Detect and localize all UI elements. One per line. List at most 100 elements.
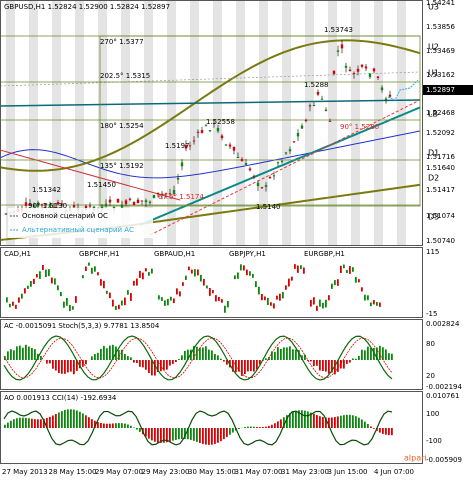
ao-bar xyxy=(163,428,165,443)
candle-body xyxy=(284,152,288,154)
candle-body xyxy=(24,202,28,206)
mini-candle xyxy=(136,278,138,286)
ao-bar xyxy=(253,426,255,428)
price-label: 1.51074 xyxy=(426,212,455,220)
ao-bar xyxy=(154,428,156,442)
axis-label: 20 xyxy=(426,372,435,380)
ao-bar xyxy=(136,428,138,430)
ac-bar xyxy=(265,358,267,360)
ac-bar xyxy=(295,349,297,360)
mini-candle xyxy=(130,292,132,301)
mini-candle xyxy=(303,267,305,274)
ao-cci-panel xyxy=(0,391,423,464)
mini-candle xyxy=(331,283,333,289)
ao-bar xyxy=(319,416,321,428)
axis-label: 0.010761 xyxy=(426,392,459,400)
ao-bar xyxy=(106,423,108,428)
ao-bar xyxy=(16,418,18,428)
mini-candle xyxy=(30,281,32,287)
annotation: 270° 1.5377 xyxy=(100,38,144,46)
annotation: 90° 1.5130 xyxy=(28,202,67,210)
time-label: 28 May 15:00 xyxy=(49,468,97,476)
mini-candle xyxy=(179,291,181,297)
mini-candle xyxy=(310,299,312,307)
ac-bar xyxy=(268,357,270,360)
candle-body xyxy=(288,149,292,152)
candle-body xyxy=(28,204,32,206)
ao-bar xyxy=(382,428,384,434)
candle-body xyxy=(180,162,184,167)
ac-bar xyxy=(130,357,132,360)
indicator-title: AO 0.001913 CCI(14) -192.6934 xyxy=(4,394,117,402)
ao-bar xyxy=(367,424,369,428)
ao-bar xyxy=(205,428,207,445)
ao-bar xyxy=(310,412,312,428)
session-stripe xyxy=(259,1,268,245)
mini-candle xyxy=(346,269,348,274)
ac-bar xyxy=(19,345,21,360)
mini-candle xyxy=(349,266,351,274)
candle-body xyxy=(120,204,124,208)
candle-body xyxy=(300,125,304,129)
mini-candle xyxy=(45,269,47,277)
candle-body xyxy=(384,98,388,100)
mini-candle xyxy=(334,280,336,286)
mini-candle xyxy=(282,291,284,299)
ao-bar xyxy=(286,415,288,428)
candle-body xyxy=(332,70,336,74)
current-price: 1.52897 xyxy=(426,86,455,94)
mini-candle xyxy=(367,295,369,301)
axis-label: 80 xyxy=(426,340,435,348)
mini-candle xyxy=(240,264,242,271)
ac-bar xyxy=(91,356,93,360)
mini-candle xyxy=(115,305,117,310)
annotation: 1.5140 xyxy=(256,203,281,211)
ao-bar xyxy=(172,428,174,441)
session-stripe xyxy=(144,1,153,245)
mini-candle xyxy=(237,272,239,279)
candle-body xyxy=(40,204,44,206)
ac-bar xyxy=(316,360,318,366)
mini-candle xyxy=(54,278,56,285)
ac-bar xyxy=(121,349,123,360)
candle-body xyxy=(132,202,136,205)
candle-body xyxy=(124,200,128,204)
candle-body xyxy=(268,177,272,179)
ac-bar xyxy=(40,355,42,360)
mini-candle xyxy=(255,281,257,288)
ac-bar xyxy=(142,360,144,368)
ac-bar xyxy=(145,360,147,370)
ac-bar xyxy=(34,349,36,360)
mini-candle xyxy=(85,266,87,271)
mini-candle xyxy=(100,279,102,286)
ac-bar xyxy=(58,360,60,374)
candle-body xyxy=(348,69,352,72)
lb-line xyxy=(0,99,421,107)
candle-body xyxy=(108,199,112,203)
price-label: 1.52092 xyxy=(426,129,455,137)
stoch-signal xyxy=(3,337,393,379)
session-stripe xyxy=(305,1,314,245)
ac-bar xyxy=(82,360,84,367)
mini-candle xyxy=(142,272,144,280)
annotation: 1.5197 xyxy=(165,142,190,150)
ac-bar xyxy=(178,359,180,360)
ac-bar xyxy=(358,355,360,360)
mini-candle xyxy=(82,275,84,279)
ao-bar xyxy=(256,426,258,428)
mini-candle xyxy=(313,297,315,305)
candle-body xyxy=(152,195,156,199)
mini-candle xyxy=(337,279,339,286)
ac-bar xyxy=(334,360,336,375)
ac-bar xyxy=(355,358,357,360)
ac-bar xyxy=(64,360,66,374)
level-label: D1 xyxy=(428,149,439,158)
ao-bar xyxy=(250,426,252,428)
mini-candle xyxy=(69,304,71,312)
dashed-trend xyxy=(149,99,421,236)
ac-bar xyxy=(175,360,177,363)
mini-candle xyxy=(91,267,93,274)
ao-bar xyxy=(313,413,315,428)
legend-entry: Альтернативный сценарий АС xyxy=(22,226,134,234)
candle-body xyxy=(192,140,196,142)
